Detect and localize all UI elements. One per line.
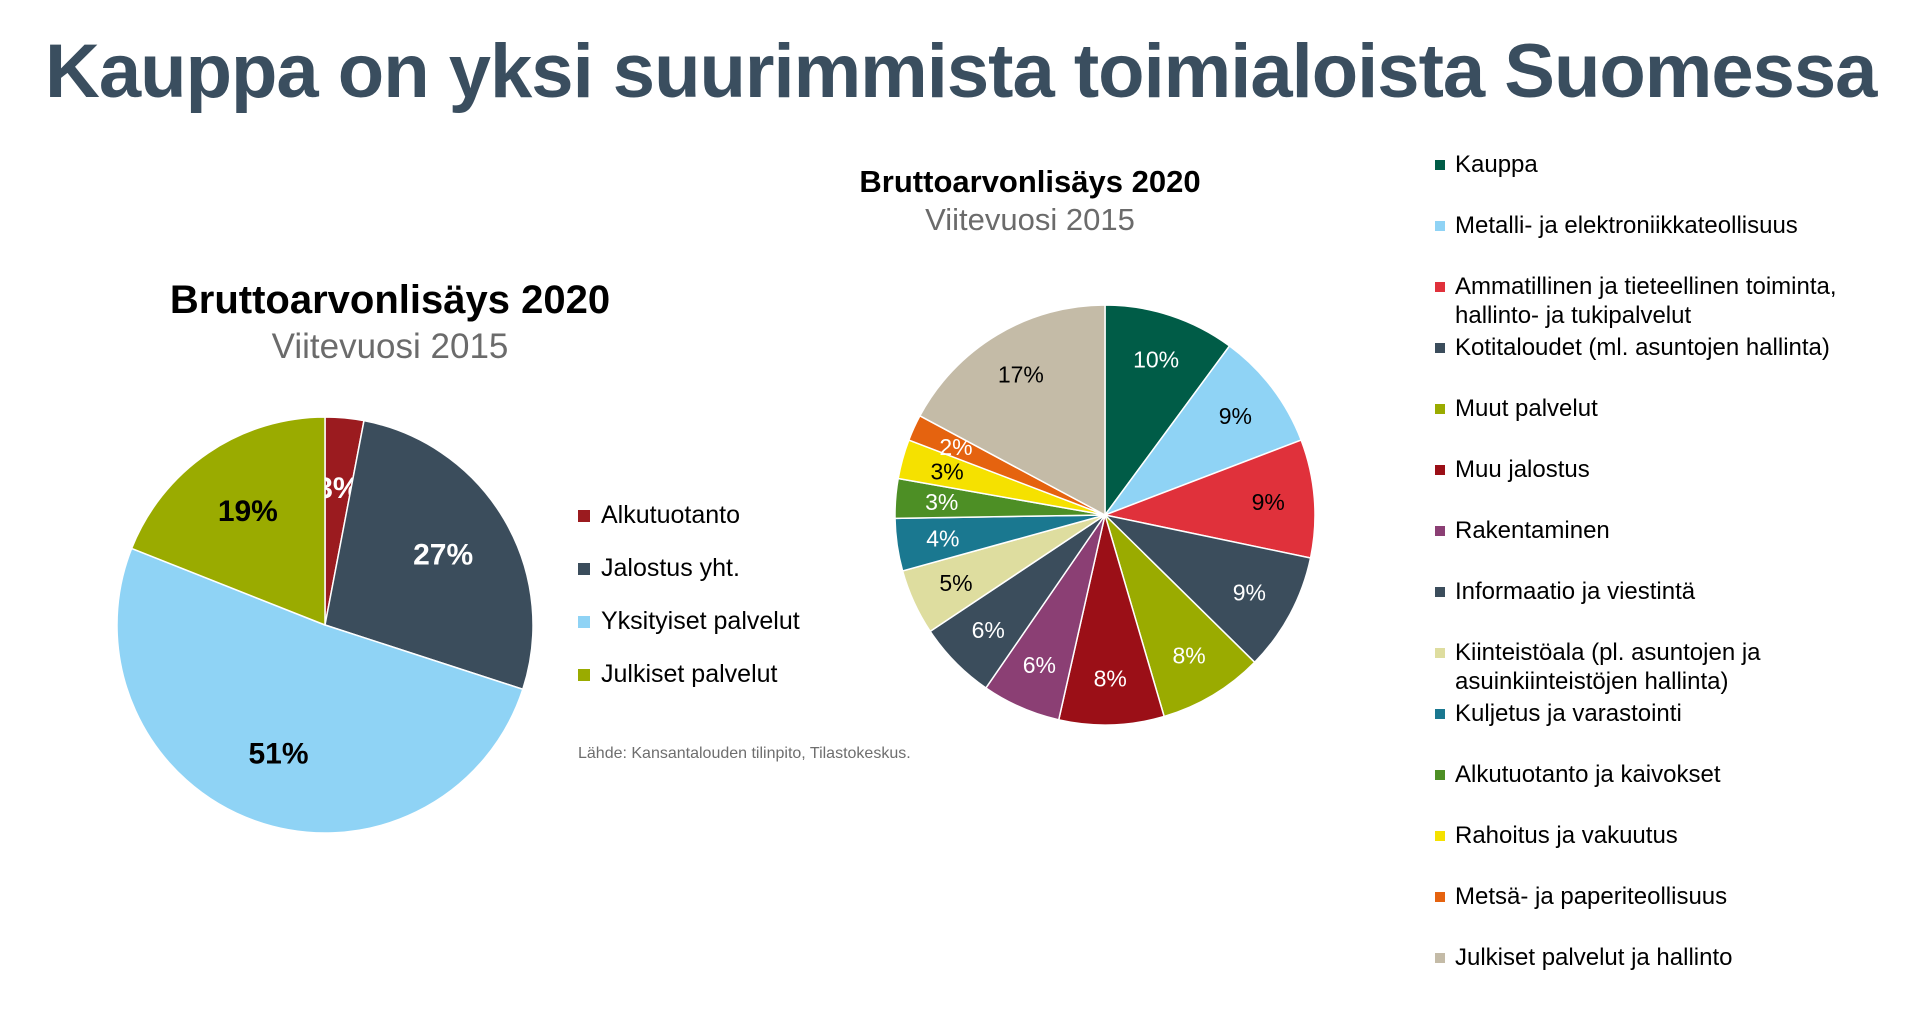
legend-swatch: [1435, 465, 1445, 475]
data-label: 51%: [248, 738, 308, 771]
legend-label: Metsä- ja paperiteollisuus: [1455, 883, 1728, 910]
legend-label: Rahoitus ja vakuutus: [1455, 822, 1678, 849]
legend-label: Kuljetus ja varastointi: [1455, 700, 1682, 727]
right-pie-chart: 10%9%9%9%8%8%6%6%5%4%3%3%2%17%: [894, 304, 1316, 726]
legend-item: Muu jalostus: [1435, 455, 1905, 484]
data-label: 9%: [1252, 489, 1285, 515]
legend-swatch: [1435, 404, 1445, 414]
pie-slice: [1102, 513, 1312, 664]
legend-swatch: [1435, 770, 1445, 780]
data-label: 9%: [1233, 579, 1266, 605]
legend-item: Kauppa: [1435, 150, 1905, 179]
legend-swatch: [578, 669, 590, 681]
data-label: 9%: [1219, 403, 1252, 429]
data-label: 5%: [939, 570, 972, 596]
left-chart-heading: Bruttoarvonlisäys 2020 Viitevuosi 2015: [130, 278, 650, 367]
legend-label: Julkiset palvelut: [601, 660, 778, 688]
legend-item: Kotitaloudet (ml. asuntojen hallinta): [1435, 333, 1905, 362]
legend-item: Informaatio ja viestintä: [1435, 577, 1905, 606]
legend-label: Ammatillinen ja tieteellinen toiminta, h…: [1455, 273, 1837, 329]
legend-label: Informaatio ja viestintä: [1455, 578, 1696, 605]
right-chart-heading: Bruttoarvonlisäys 2020 Viitevuosi 2015: [840, 164, 1220, 238]
legend-label: Jalostus yht.: [601, 554, 740, 582]
legend-swatch: [1435, 160, 1445, 170]
legend-label: Kiinteistöala (pl. asuntojen ja asuinkii…: [1455, 639, 1761, 695]
data-label: 6%: [1023, 652, 1056, 678]
left-chart-title: Bruttoarvonlisäys 2020: [169, 278, 611, 322]
pie-slice: [1102, 344, 1303, 517]
legend-item: Rahoitus ja vakuutus: [1435, 821, 1905, 850]
legend-label: Kauppa: [1455, 151, 1538, 178]
data-label: 6%: [972, 617, 1005, 643]
page-title: Kauppa on yksi suurimmista toimialoista …: [45, 29, 1877, 114]
legend-swatch: [1435, 953, 1445, 963]
legend-swatch: [1435, 892, 1445, 902]
pie-slice: [1102, 439, 1316, 559]
data-label: 8%: [1173, 643, 1206, 669]
pie-slice: [324, 419, 534, 691]
data-label: 19%: [218, 495, 278, 528]
legend-item: Metsä- ja paperiteollisuus: [1435, 882, 1905, 911]
data-label: 8%: [1094, 666, 1127, 692]
legend-item: Yksityiset palvelut: [578, 606, 800, 636]
legend-label: Muu jalostus: [1455, 456, 1590, 483]
legend-label: Metalli- ja elektroniikkateollisuus: [1455, 212, 1798, 239]
data-label: 4%: [926, 525, 959, 551]
legend-item: Alkutuotanto: [578, 500, 740, 530]
legend-swatch: [1435, 831, 1445, 841]
legend-item: Julkiset palvelut ja hallinto: [1435, 943, 1905, 972]
legend-label: Alkutuotanto ja kaivokset: [1455, 761, 1721, 788]
data-label: 3%: [930, 458, 963, 484]
legend-item: Ammatillinen ja tieteellinen toiminta, h…: [1435, 272, 1905, 330]
legend-swatch: [1435, 343, 1445, 353]
pie-slice: [1057, 512, 1166, 726]
legend-label: Rakentaminen: [1455, 517, 1610, 544]
left-pie-chart: 3%27%51%19%: [116, 416, 534, 834]
left-legend: Alkutuotanto Jalostus yht. Yksityiset palv…: [578, 500, 908, 700]
data-label: 27%: [413, 539, 473, 572]
legend-swatch: [1435, 648, 1445, 658]
legend-swatch: [578, 563, 590, 575]
right-chart-title: Bruttoarvonlisäys 2020: [859, 164, 1201, 199]
legend-label: Muut palvelut: [1455, 395, 1598, 422]
pie-slice: [1103, 512, 1256, 718]
legend-label: Kotitaloudet (ml. asuntojen hallinta): [1455, 334, 1830, 361]
right-legend: Kauppa Metalli- ja elektroniikkateollisuu…: [1435, 150, 1905, 980]
legend-item: Metalli- ja elektroniikkateollisuus: [1435, 211, 1905, 240]
legend-item: Rakentaminen: [1435, 516, 1905, 545]
legend-swatch: [578, 616, 590, 628]
pie-slice: [116, 547, 524, 834]
pie-slice: [1104, 304, 1231, 518]
legend-swatch: [1435, 282, 1445, 292]
data-label: 10%: [1133, 346, 1179, 372]
legend-swatch: [1435, 587, 1445, 597]
source-note: Lähde: Kansantalouden tilinpito, Tilasto…: [578, 745, 911, 762]
right-chart-subtitle: Viitevuosi 2015: [925, 202, 1135, 237]
legend-label: Julkiset palvelut ja hallinto: [1455, 944, 1733, 971]
legend-swatch: [1435, 526, 1445, 536]
pie-slice: [130, 416, 326, 627]
legend-label: Yksityiset palvelut: [601, 607, 800, 635]
legend-item: Alkutuotanto ja kaivokset: [1435, 760, 1905, 789]
left-chart-subtitle: Viitevuosi 2015: [271, 327, 509, 366]
legend-item: Muut palvelut: [1435, 394, 1905, 423]
data-label: 17%: [998, 361, 1044, 387]
legend-item: Julkiset palvelut: [578, 659, 777, 689]
pie-slice: [918, 304, 1106, 517]
legend-swatch: [1435, 221, 1445, 231]
legend-item: Kuljetus ja varastointi: [1435, 699, 1905, 728]
legend-item: Kiinteistöala (pl. asuntojen ja asuinkii…: [1435, 638, 1905, 696]
legend-item: Jalostus yht.: [578, 553, 740, 583]
legend-swatch: [578, 510, 590, 522]
data-label: 3%: [925, 489, 958, 515]
legend-swatch: [1435, 709, 1445, 719]
legend-label: Alkutuotanto: [601, 501, 740, 529]
